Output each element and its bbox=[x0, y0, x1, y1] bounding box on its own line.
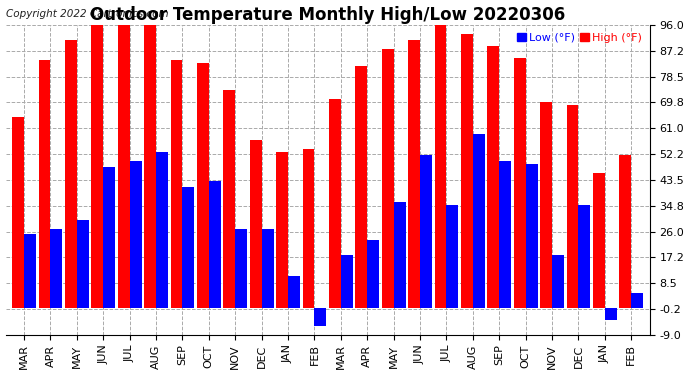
Bar bbox=[593, 172, 605, 308]
Bar bbox=[473, 134, 484, 308]
Bar bbox=[262, 229, 273, 308]
Bar bbox=[118, 25, 130, 308]
Bar bbox=[382, 49, 393, 308]
Bar bbox=[209, 182, 221, 308]
Bar bbox=[341, 255, 353, 308]
Bar bbox=[77, 220, 89, 308]
Bar bbox=[144, 25, 156, 308]
Bar bbox=[197, 63, 209, 308]
Bar bbox=[605, 308, 617, 320]
Bar bbox=[24, 234, 36, 308]
Bar bbox=[435, 25, 446, 308]
Bar bbox=[620, 155, 631, 308]
Bar bbox=[631, 294, 643, 308]
Bar bbox=[408, 40, 420, 308]
Bar bbox=[526, 164, 538, 308]
Bar bbox=[566, 105, 578, 308]
Bar bbox=[367, 240, 379, 308]
Legend: Low (°F), High (°F): Low (°F), High (°F) bbox=[515, 31, 644, 45]
Bar bbox=[156, 152, 168, 308]
Bar bbox=[50, 229, 62, 308]
Bar bbox=[91, 25, 103, 308]
Bar bbox=[130, 161, 141, 308]
Bar bbox=[500, 161, 511, 308]
Bar bbox=[329, 99, 341, 308]
Bar bbox=[39, 60, 50, 308]
Bar bbox=[420, 155, 432, 308]
Bar bbox=[288, 276, 300, 308]
Bar bbox=[104, 166, 115, 308]
Bar bbox=[540, 102, 552, 308]
Bar bbox=[446, 205, 458, 308]
Bar bbox=[276, 152, 288, 308]
Bar bbox=[170, 60, 182, 308]
Bar bbox=[12, 117, 24, 308]
Bar bbox=[552, 255, 564, 308]
Bar bbox=[514, 57, 526, 308]
Bar bbox=[578, 205, 591, 308]
Title: Outdoor Temperature Monthly High/Low 20220306: Outdoor Temperature Monthly High/Low 202… bbox=[90, 6, 565, 24]
Bar bbox=[487, 46, 500, 308]
Bar bbox=[315, 308, 326, 326]
Bar bbox=[393, 202, 406, 308]
Bar bbox=[65, 40, 77, 308]
Bar bbox=[461, 34, 473, 308]
Text: Copyright 2022 Cartronics.com: Copyright 2022 Cartronics.com bbox=[6, 9, 168, 19]
Bar bbox=[224, 90, 235, 308]
Bar bbox=[355, 66, 367, 308]
Bar bbox=[302, 149, 315, 308]
Bar bbox=[250, 140, 262, 308]
Bar bbox=[235, 229, 247, 308]
Bar bbox=[182, 187, 195, 308]
